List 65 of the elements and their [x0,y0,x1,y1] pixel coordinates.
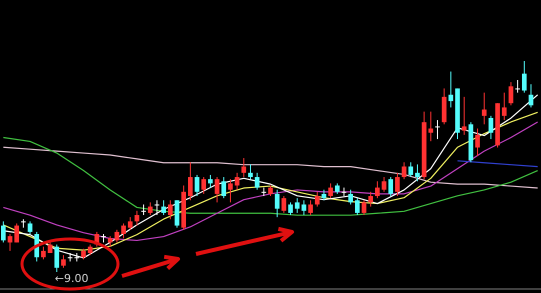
candlestick [508,82,514,106]
candlestick [435,120,440,140]
candlestick [462,96,467,136]
candlestick [1,220,6,243]
candlestick [61,254,66,268]
candlestick [348,189,353,205]
candlestick [274,189,280,218]
candlestick [88,244,93,256]
candlestick [234,172,240,190]
candlestick [114,229,120,243]
candlestick [228,178,233,203]
candlestick [194,174,200,197]
candlestick [128,216,133,230]
candlestick [188,162,193,201]
candlestick [388,176,394,197]
candlestick [208,174,213,188]
candlestick [121,222,126,239]
candlestick [515,79,520,94]
candlestick [354,198,360,216]
candlestick [134,210,140,226]
candlestick [368,191,374,208]
candlestick [148,202,153,216]
candlestick [168,200,173,220]
candlestick [288,202,293,216]
candlestick [294,198,300,214]
candlestick [8,234,12,252]
candlestick [282,196,286,214]
candlestick [41,246,46,260]
candlestick [241,158,246,178]
candlestick [334,182,340,194]
candlestick [141,204,146,216]
candlestick [362,200,366,216]
candlestick [415,164,420,182]
annotation: ←9.00 [54,272,88,285]
candlestick [108,236,113,248]
candlestick [402,162,406,180]
candlestick [14,222,20,243]
candlestick [502,92,507,121]
candlestick [328,182,333,199]
candlestick [154,200,160,216]
candlestick [448,71,454,108]
candlestick [528,84,534,108]
candlestick [522,60,527,94]
candlestick [408,162,414,178]
candlestick [314,191,320,208]
candlestick [322,189,326,201]
candlestick [395,172,400,197]
candlestick [81,248,86,260]
candlestick [201,176,206,194]
candlestick [488,115,494,140]
candlestick [428,111,434,142]
candlestick [302,200,306,216]
candlestick [221,176,226,199]
candlestick [475,128,480,156]
candlestick [54,244,60,272]
candlestick [28,220,32,235]
candlestick [254,172,260,190]
candlestick [375,180,380,199]
candlestick [482,92,487,125]
candlestick [214,176,220,203]
candlestick [161,200,166,216]
candlestick [308,200,313,216]
candlestick [268,184,273,197]
candlestick [382,176,386,192]
candlestick [248,164,253,180]
